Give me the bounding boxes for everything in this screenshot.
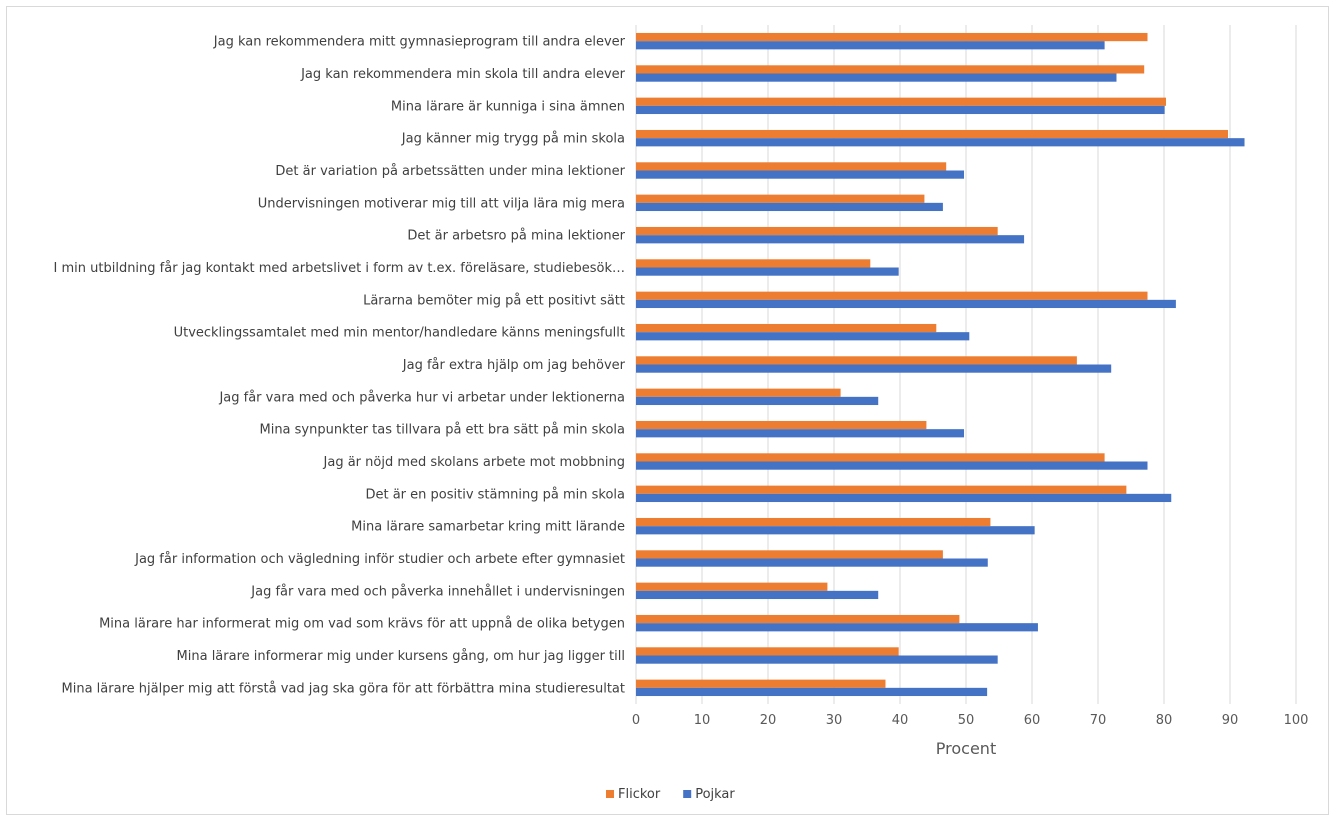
legend-swatch-pojkar: [683, 790, 692, 798]
bar-flickor: [636, 129, 1229, 139]
bar-pojkar: [636, 299, 1176, 309]
bar-chart: Jag kan rekommendera mitt gymnasieprogra…: [54, 25, 1309, 802]
bar-pojkar: [636, 493, 1172, 503]
category-label: Det är arbetsro på mina lektioner: [407, 229, 625, 244]
category-label: Utvecklingssamtalet med min mentor/handl…: [174, 326, 625, 341]
x-tick-label: 20: [760, 713, 777, 728]
bar-flickor: [636, 679, 886, 688]
bar-pojkar: [636, 461, 1148, 470]
bar-flickor: [636, 32, 1148, 42]
bars: [636, 32, 1245, 697]
x-tick-label: 90: [1222, 713, 1239, 728]
bar-flickor: [636, 420, 927, 430]
bar-flickor: [636, 614, 960, 624]
bar-flickor: [636, 582, 828, 591]
category-label: I min utbildning får jag kontakt med arb…: [54, 261, 625, 276]
bar-pojkar: [636, 429, 965, 438]
bar-flickor: [636, 550, 943, 559]
bar-flickor: [636, 517, 991, 527]
category-label: Mina lärare har informerat mig om vad so…: [99, 617, 625, 632]
bar-pojkar: [636, 623, 1038, 632]
category-label: Det är variation på arbetssätten under m…: [275, 164, 625, 179]
category-labels: Jag kan rekommendera mitt gymnasieprogra…: [54, 35, 626, 697]
x-tick-label: 80: [1156, 713, 1173, 728]
category-label: Mina lärare informerar mig under kursens…: [177, 649, 625, 664]
bar-pojkar: [636, 590, 879, 600]
bar-pojkar: [636, 655, 998, 664]
x-tick-label: 60: [1024, 713, 1041, 728]
x-tick-label: 30: [826, 713, 843, 728]
bar-flickor: [636, 485, 1127, 494]
bar-flickor: [636, 453, 1105, 462]
legend: Flickor Pojkar: [606, 787, 735, 802]
category-label: Jag får information och vägledning inför…: [134, 552, 625, 567]
x-axis-title: Procent: [936, 739, 996, 758]
chart-frame: Jag kan rekommendera mitt gymnasieprogra…: [6, 6, 1329, 815]
legend-label-flickor: Flickor: [618, 787, 661, 802]
bar-flickor: [636, 388, 841, 397]
bar-pojkar: [636, 526, 1035, 535]
bar-flickor: [636, 65, 1145, 74]
bar-flickor: [636, 291, 1148, 300]
bar-pojkar: [636, 235, 1025, 244]
bar-flickor: [636, 226, 998, 236]
x-tick-label: 40: [892, 713, 909, 728]
bar-flickor: [636, 259, 871, 268]
bar-pojkar: [636, 41, 1105, 50]
bar-pojkar: [636, 73, 1117, 82]
bar-flickor: [636, 356, 1077, 365]
legend-swatch-flickor: [606, 790, 614, 798]
bar-flickor: [636, 647, 899, 656]
bar-pojkar: [636, 267, 899, 276]
x-tick-label: 10: [694, 713, 711, 728]
category-label: Jag kan rekommendera mitt gymnasieprogra…: [213, 35, 626, 50]
bar-flickor: [636, 162, 947, 171]
category-label: Det är en positiv stämning på min skola: [365, 487, 625, 502]
x-tick-label: 0: [632, 713, 640, 728]
category-label: Jag är nöjd med skolans arbete mot mobbn…: [323, 455, 625, 470]
bar-pojkar: [636, 332, 970, 341]
x-tick-labels: 0 10 20 30 40 50 60 70 80 90 100: [632, 713, 1309, 728]
bar-pojkar: [636, 170, 965, 179]
category-label: Undervisningen motiverar mig till att vi…: [258, 196, 625, 211]
category-label: Jag får extra hjälp om jag behöver: [402, 358, 626, 373]
bar-flickor: [636, 194, 925, 203]
x-tick-label: 100: [1284, 713, 1309, 728]
category-label: Lärarna bemöter mig på ett positivt sätt: [363, 293, 625, 308]
bar-flickor: [636, 97, 1166, 106]
bar-pojkar: [636, 105, 1165, 115]
x-tick-label: 70: [1090, 713, 1107, 728]
bar-pojkar: [636, 138, 1245, 147]
category-label: Jag kan rekommendera min skola till andr…: [300, 67, 626, 82]
category-label: Jag får vara med och påverka innehållet …: [250, 584, 625, 599]
category-label: Jag får vara med och påverka hur vi arbe…: [218, 390, 625, 405]
x-tick-label: 50: [958, 713, 975, 728]
category-label: Mina lärare hjälper mig att förstå vad j…: [62, 681, 625, 696]
bar-pojkar: [636, 202, 943, 212]
bar-pojkar: [636, 687, 988, 697]
bar-pojkar: [636, 558, 988, 567]
category-label: Mina lärare är kunniga i sina ämnen: [391, 99, 625, 114]
bar-flickor: [636, 323, 937, 333]
category-label: Mina lärare samarbetar kring mitt lärand…: [351, 520, 625, 535]
bar-pojkar: [636, 396, 879, 406]
bar-pojkar: [636, 364, 1112, 373]
category-label: Mina synpunkter tas tillvara på ett bra …: [259, 423, 625, 438]
legend-label-pojkar: Pojkar: [695, 787, 735, 802]
category-label: Jag känner mig trygg på min skola: [401, 132, 625, 147]
